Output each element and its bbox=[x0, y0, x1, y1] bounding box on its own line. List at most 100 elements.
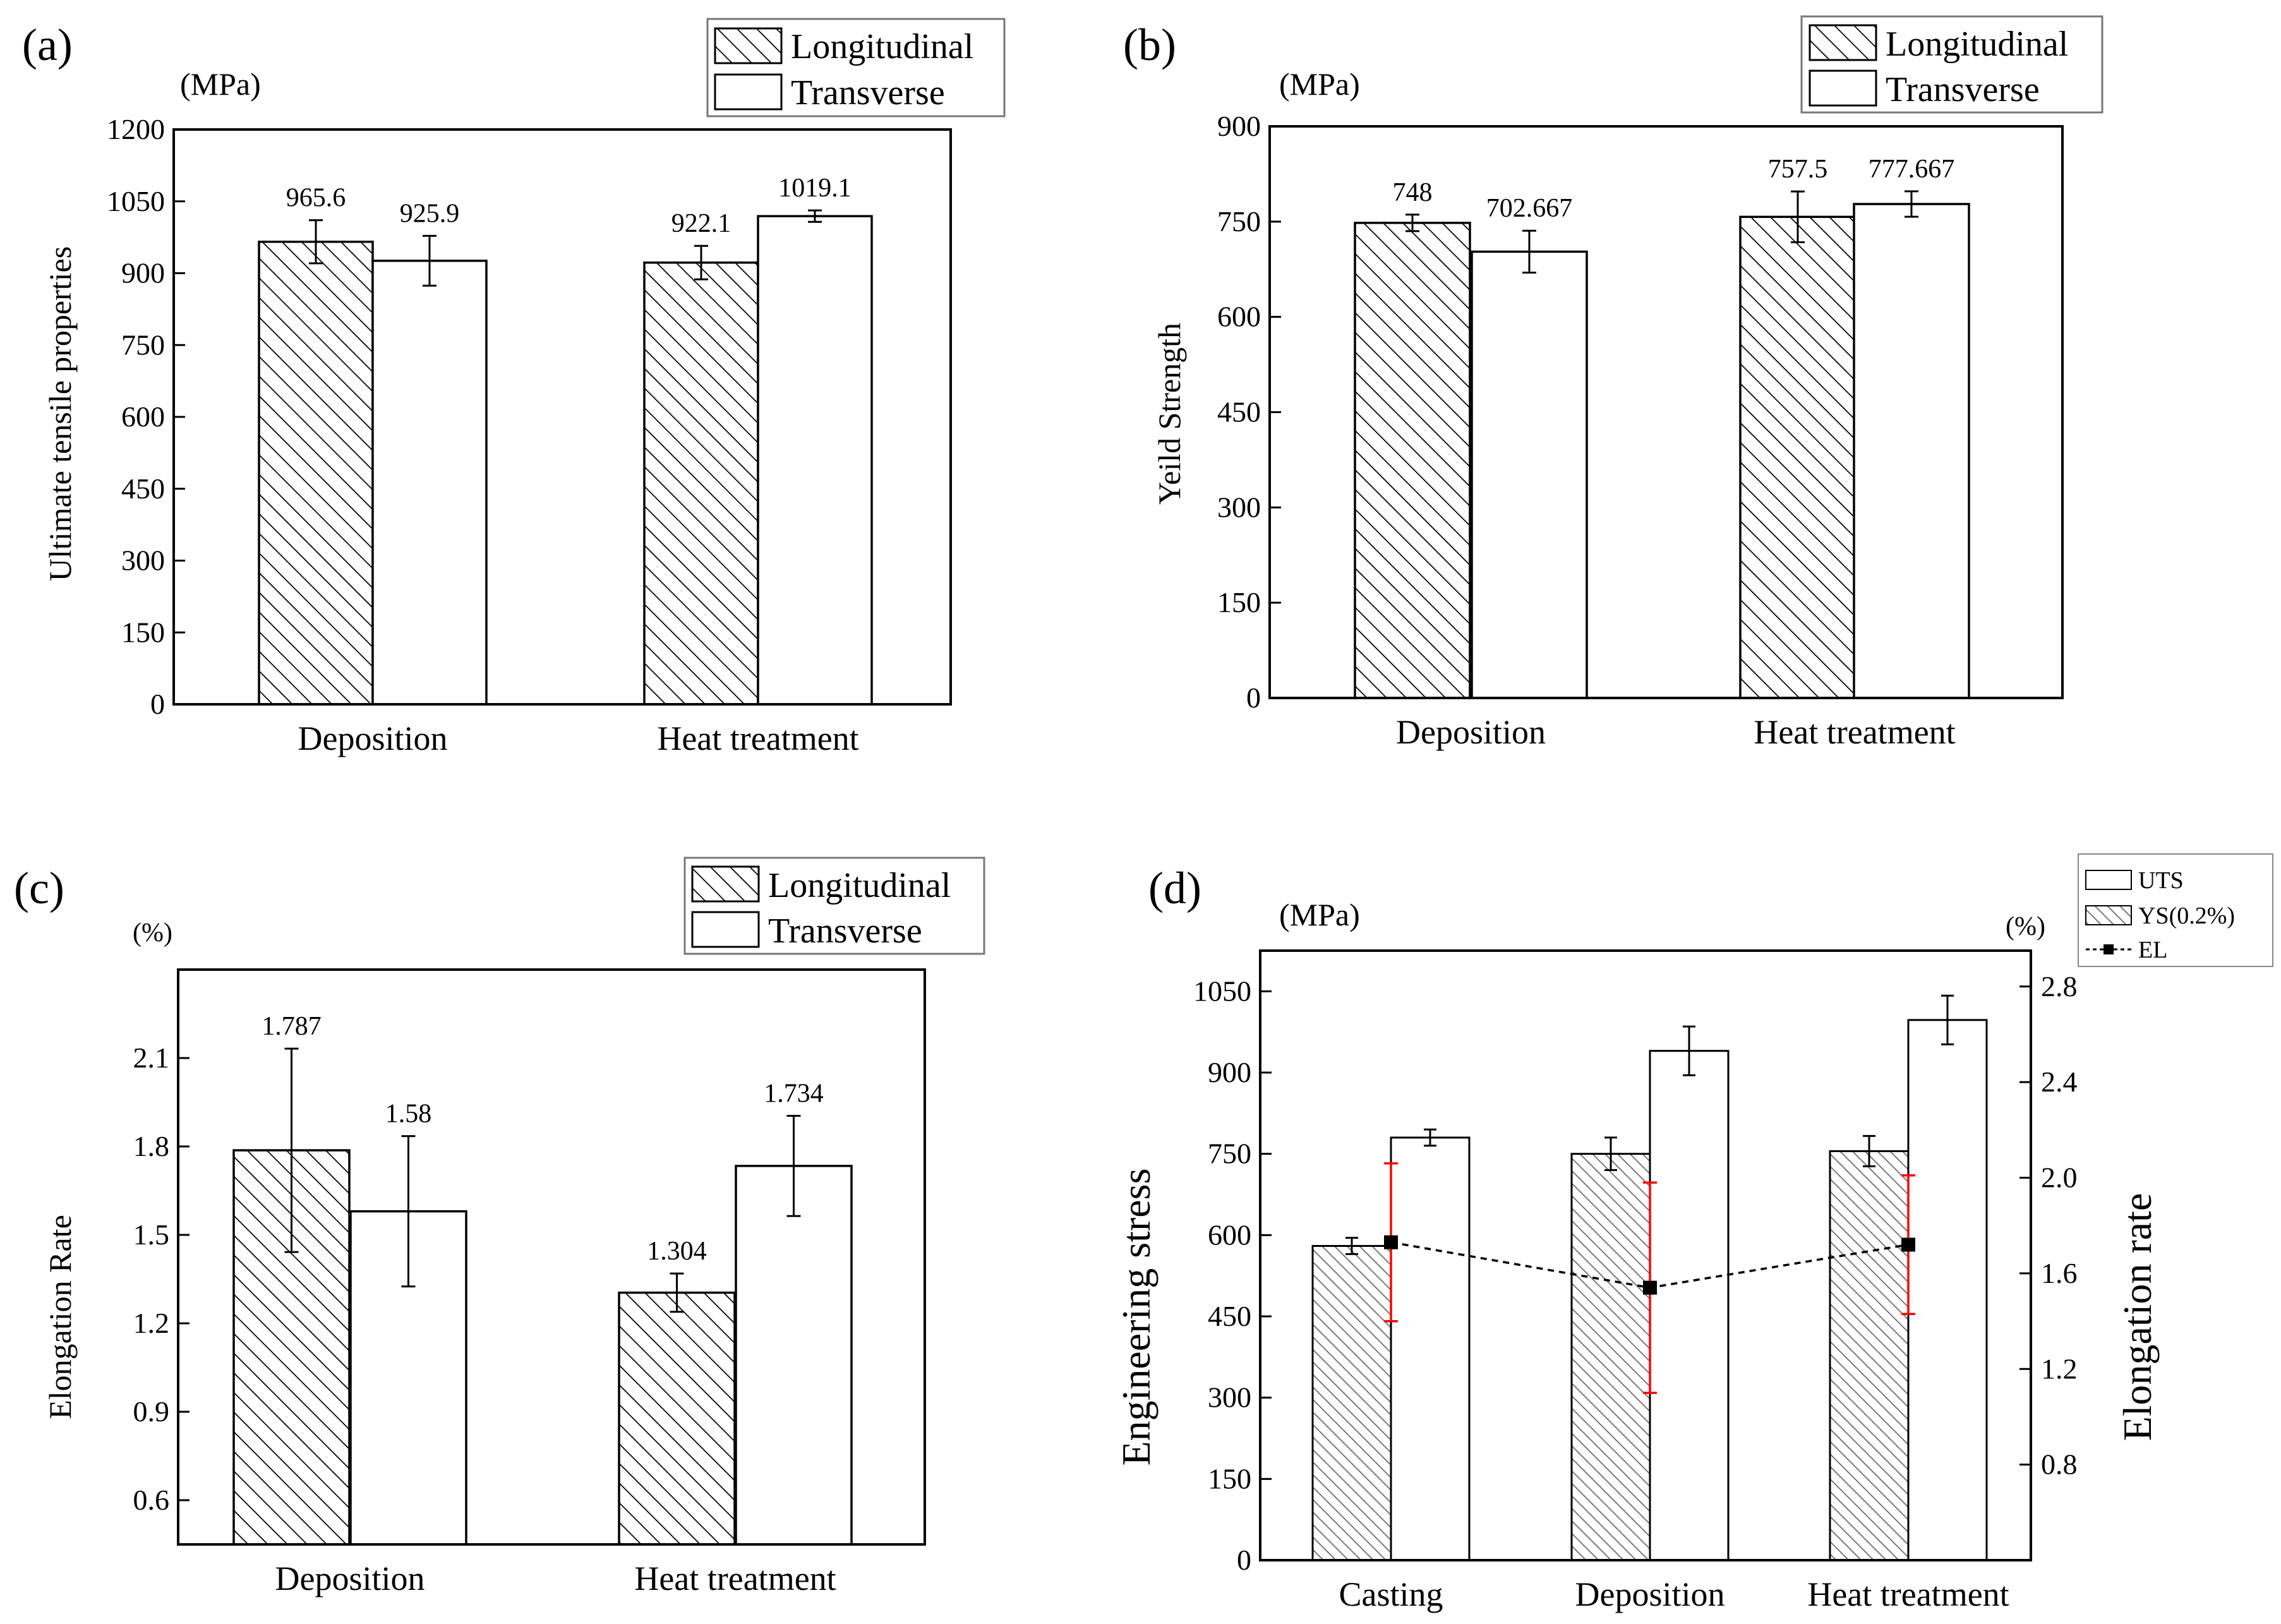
panel-d-y-axis-title-right: Elongation rate bbox=[2115, 1193, 2160, 1441]
panel-a-y-tick-label: 150 bbox=[121, 616, 165, 648]
panel-d-y-tick-label-left: 150 bbox=[1208, 1462, 1251, 1495]
panel-d-y-tick-label-left: 600 bbox=[1208, 1218, 1251, 1251]
panel-d-y-axis-title-left: Engineering stress bbox=[1114, 1169, 1159, 1466]
panel-b-y-tick-label: 600 bbox=[1217, 301, 1261, 333]
panel-c: (c) (%) Elongation Rate 0.6 0.9 1.2 1.5 1.8 2… bbox=[14, 857, 985, 1597]
panel-b-bar-longitudinal-1 bbox=[1739, 215, 1857, 699]
panel-b-legend-swatch-transverse bbox=[1809, 69, 1877, 107]
panel-d-y-tick-label-left: 900 bbox=[1208, 1056, 1251, 1088]
panel-d-legend-ys: YS(0.2%) bbox=[2138, 903, 2235, 929]
panel-a-y-tick-label: 450 bbox=[121, 472, 165, 505]
panel-d-legend-swatch-ys bbox=[2085, 905, 2132, 925]
panel-b-data-label: 757.5 bbox=[1768, 155, 1828, 184]
panel-d-y-tick-label-right: 2.8 bbox=[2041, 970, 2078, 1002]
panel-b-bar-transverse-0 bbox=[1471, 250, 1588, 699]
panel-b-legend-longitudinal: Longitudinal bbox=[1886, 25, 2068, 64]
panel-a-data-label: 1019.1 bbox=[778, 174, 852, 203]
panel-d-plot-area: 0 150 300 450 600 750 900 1050 0.8 1.2 1.6 2.0 2.4 2.… bbox=[1193, 970, 2078, 1613]
panel-d-y-tick-label-left: 0 bbox=[1237, 1544, 1251, 1576]
panel-c-y-tick-label: 1.2 bbox=[133, 1307, 170, 1339]
panel-d-unit-right: (%) bbox=[2006, 912, 2045, 941]
panel-b-y-tick-label: 0 bbox=[1246, 682, 1261, 714]
panel-c-y-tick-label: 0.9 bbox=[133, 1395, 170, 1428]
panel-d-y-tick-label-right: 2.0 bbox=[2041, 1162, 2078, 1194]
panel-d-bar-ys-1 bbox=[1570, 1153, 1651, 1561]
panel-a-plot-area: 0 150 300 450 600 750 900 1050 1200 Deposition Hea… bbox=[107, 113, 873, 757]
panel-d-el-point bbox=[1384, 1235, 1398, 1249]
panel-c-y-axis-title: Elongation Rate bbox=[42, 1215, 78, 1419]
panel-b-data-label: 777.667 bbox=[1869, 155, 1955, 184]
panel-c-data-label: 1.734 bbox=[764, 1079, 824, 1108]
panel-a-y-axis-title: Ultimate tensile properties bbox=[42, 246, 78, 581]
panel-c-legend-swatch-longitudinal bbox=[691, 865, 760, 903]
panel-a-y-tick-label: 600 bbox=[121, 400, 165, 433]
panel-a-y-tick-label: 900 bbox=[121, 257, 165, 289]
panel-b-legend: Longitudinal Transverse bbox=[1800, 15, 2103, 114]
panel-b-legend-transverse: Transverse bbox=[1886, 70, 2040, 109]
panel-a-legend-swatch-longitudinal bbox=[714, 27, 783, 64]
panel-a-bar-longitudinal-0 bbox=[258, 241, 374, 706]
panel-a-label: (a) bbox=[22, 20, 73, 70]
panel-a-legend: Longitudinal Transverse bbox=[706, 18, 1006, 117]
panel-c-y-tick-label: 0.6 bbox=[133, 1484, 170, 1516]
panel-a-y-tick-label: 1050 bbox=[107, 185, 165, 217]
panel-a-y-tick-label: 750 bbox=[121, 328, 165, 361]
panel-d-el-point bbox=[1643, 1280, 1657, 1295]
panel-c-data-label: 1.304 bbox=[647, 1237, 707, 1266]
panel-d-unit-left: (MPa) bbox=[1279, 897, 1360, 932]
panel-d-bar-uts-1 bbox=[1649, 1050, 1730, 1561]
panel-b-frame bbox=[1268, 125, 2064, 699]
panel-c-plot-area: 0.6 0.9 1.2 1.5 1.8 2.1 Deposition Heat treatme… bbox=[133, 1012, 853, 1597]
panel-a-unit: (MPa) bbox=[180, 66, 261, 102]
panel-d-y-tick-label-left: 300 bbox=[1208, 1381, 1251, 1414]
panel-c-category-label: Heat treatment bbox=[634, 1560, 836, 1597]
panel-a-legend-swatch-transverse bbox=[714, 73, 783, 111]
panel-c-bar-transverse-1 bbox=[735, 1165, 853, 1546]
panel-d-bar-uts-0 bbox=[1390, 1136, 1471, 1561]
panel-c-y-tick-label: 1.8 bbox=[133, 1130, 170, 1162]
panel-d-y-tick-label-right: 2.4 bbox=[2041, 1066, 2078, 1098]
panel-b-bar-longitudinal-0 bbox=[1354, 222, 1471, 699]
panel-a-category-label: Deposition bbox=[298, 719, 448, 757]
panel-c-y-tick-label: 1.5 bbox=[133, 1218, 170, 1251]
panel-b-y-tick-label: 450 bbox=[1217, 396, 1261, 428]
panel-d-y-tick-label-left: 450 bbox=[1208, 1300, 1251, 1332]
panel-b: (b) (MPa) Yeild Strength 0 150 300 450 600 75… bbox=[1123, 15, 2103, 751]
panel-a-bar-longitudinal-1 bbox=[643, 261, 759, 706]
panel-a-y-tick-label: 1200 bbox=[107, 113, 165, 145]
panel-a-frame bbox=[172, 128, 952, 706]
panel-c-data-label: 1.58 bbox=[385, 1100, 432, 1129]
panel-b-y-tick-label: 300 bbox=[1217, 491, 1261, 523]
panel-d-category-label: Deposition bbox=[1575, 1575, 1725, 1613]
panel-c-frame bbox=[177, 968, 926, 1546]
panel-d-frame bbox=[1259, 949, 2032, 1561]
panel-d: (d) (MPa) (%) Engineering stress Elongat… bbox=[1114, 853, 2273, 1613]
panel-c-label: (c) bbox=[14, 863, 64, 913]
panel-d-legend-swatch-uts bbox=[2085, 870, 2132, 890]
panel-b-y-tick-label: 900 bbox=[1217, 110, 1261, 142]
panel-d-legend-uts: UTS bbox=[2138, 867, 2184, 894]
panel-c-data-label: 1.787 bbox=[262, 1012, 322, 1041]
panel-d-legend-marker-el bbox=[2103, 944, 2114, 954]
panel-d-bar-ys-0 bbox=[1311, 1244, 1392, 1561]
panel-d-legend-el: EL bbox=[2138, 937, 2167, 963]
panel-d-bar-uts-2 bbox=[1907, 1019, 1988, 1561]
panel-a-legend-transverse: Transverse bbox=[791, 73, 945, 112]
panel-d-label: (d) bbox=[1148, 863, 1201, 913]
panel-a-bar-transverse-1 bbox=[757, 215, 873, 706]
panel-d-y-tick-label-right: 1.6 bbox=[2041, 1257, 2078, 1289]
panel-a-y-tick-label: 0 bbox=[150, 688, 165, 720]
panel-b-data-label: 702.667 bbox=[1486, 194, 1573, 223]
panel-b-y-tick-label: 150 bbox=[1217, 586, 1261, 618]
panel-d-category-label: Heat treatment bbox=[1807, 1575, 2009, 1613]
panel-a: (a) (MPa) Ultimate tensile properties 0 1… bbox=[22, 18, 1006, 757]
panel-d-y-tick-label-left: 1050 bbox=[1193, 975, 1251, 1007]
panel-b-unit: (MPa) bbox=[1279, 66, 1360, 102]
panel-b-plot-area: 0 150 300 450 600 750 900 Deposition Heat treatm… bbox=[1217, 110, 1970, 751]
panel-c-legend-transverse: Transverse bbox=[768, 911, 922, 951]
panel-a-y-tick-label: 300 bbox=[121, 544, 165, 577]
panel-b-legend-swatch-longitudinal bbox=[1809, 24, 1877, 61]
panel-c-category-label: Deposition bbox=[275, 1560, 425, 1597]
panel-b-data-label: 748 bbox=[1393, 178, 1433, 207]
